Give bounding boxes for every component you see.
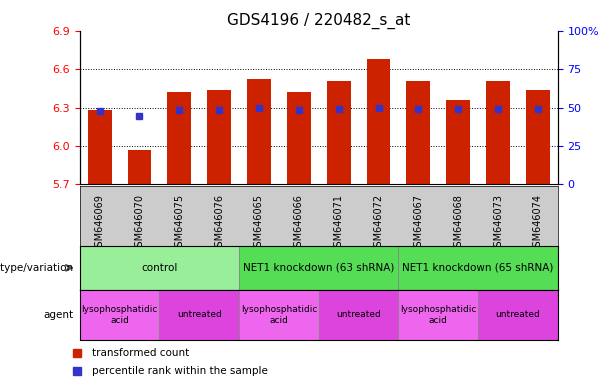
Bar bbox=[247, 79, 271, 184]
FancyBboxPatch shape bbox=[398, 246, 558, 290]
Text: NET1 knockdown (65 shRNA): NET1 knockdown (65 shRNA) bbox=[403, 263, 554, 273]
Text: lysophosphatidic
acid: lysophosphatidic acid bbox=[82, 305, 158, 324]
Bar bbox=[128, 150, 151, 184]
Text: untreated: untreated bbox=[336, 310, 381, 319]
Text: lysophosphatidic
acid: lysophosphatidic acid bbox=[400, 305, 476, 324]
Text: genotype/variation: genotype/variation bbox=[0, 263, 74, 273]
Title: GDS4196 / 220482_s_at: GDS4196 / 220482_s_at bbox=[227, 13, 411, 29]
Text: percentile rank within the sample: percentile rank within the sample bbox=[92, 366, 268, 376]
Bar bbox=[207, 89, 231, 184]
FancyBboxPatch shape bbox=[319, 290, 398, 340]
Text: agent: agent bbox=[44, 310, 74, 320]
Text: lysophosphatidic
acid: lysophosphatidic acid bbox=[241, 305, 317, 324]
Text: untreated: untreated bbox=[495, 310, 541, 319]
Text: untreated: untreated bbox=[177, 310, 222, 319]
FancyBboxPatch shape bbox=[239, 290, 319, 340]
Text: transformed count: transformed count bbox=[92, 348, 189, 358]
Bar bbox=[367, 59, 390, 184]
FancyBboxPatch shape bbox=[159, 290, 239, 340]
FancyBboxPatch shape bbox=[398, 290, 478, 340]
FancyBboxPatch shape bbox=[80, 246, 239, 290]
Text: NET1 knockdown (63 shRNA): NET1 knockdown (63 shRNA) bbox=[243, 263, 394, 273]
FancyBboxPatch shape bbox=[239, 246, 398, 290]
Bar bbox=[287, 92, 311, 184]
Text: control: control bbox=[141, 263, 178, 273]
Bar bbox=[88, 110, 112, 184]
FancyBboxPatch shape bbox=[80, 290, 159, 340]
Bar bbox=[486, 81, 510, 184]
Bar bbox=[327, 81, 351, 184]
Bar bbox=[406, 81, 430, 184]
Bar bbox=[446, 100, 470, 184]
Bar bbox=[526, 89, 550, 184]
FancyBboxPatch shape bbox=[478, 290, 558, 340]
Bar bbox=[167, 92, 191, 184]
